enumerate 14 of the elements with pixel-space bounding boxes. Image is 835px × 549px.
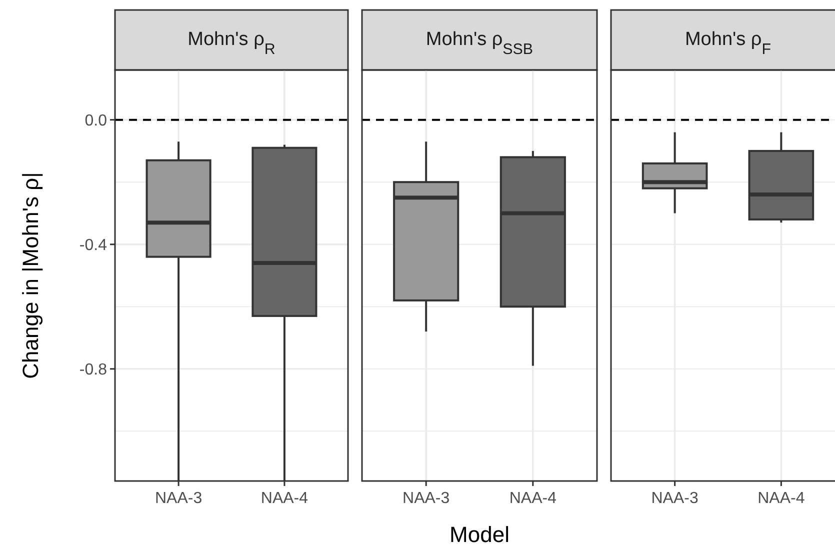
y-tick-label: -0.4 [79, 236, 108, 254]
y-axis-title: Change in |Mohn's ρ| [18, 172, 43, 379]
x-tick-label: NAA-4 [758, 490, 805, 507]
x-tick-label: NAA-3 [154, 490, 202, 507]
x-tick-label: NAA-4 [260, 490, 308, 507]
y-tick-label: 0.0 [84, 112, 108, 130]
chart-title: Mohn's ρ$_{F}$ [684, 29, 772, 58]
x-tick-label: NAA-4 [509, 490, 557, 507]
y-tick-label: -0.8 [79, 362, 108, 379]
x-tick-label: NAA-3 [651, 490, 698, 507]
x-tick-label: NAA-3 [402, 490, 450, 507]
chart-title: Mohn's ρ$_{R}$ [188, 29, 276, 58]
chart-title: Mohn's ρ$_{SSB}$ [426, 29, 534, 58]
x-axis-title: Model [450, 522, 510, 547]
